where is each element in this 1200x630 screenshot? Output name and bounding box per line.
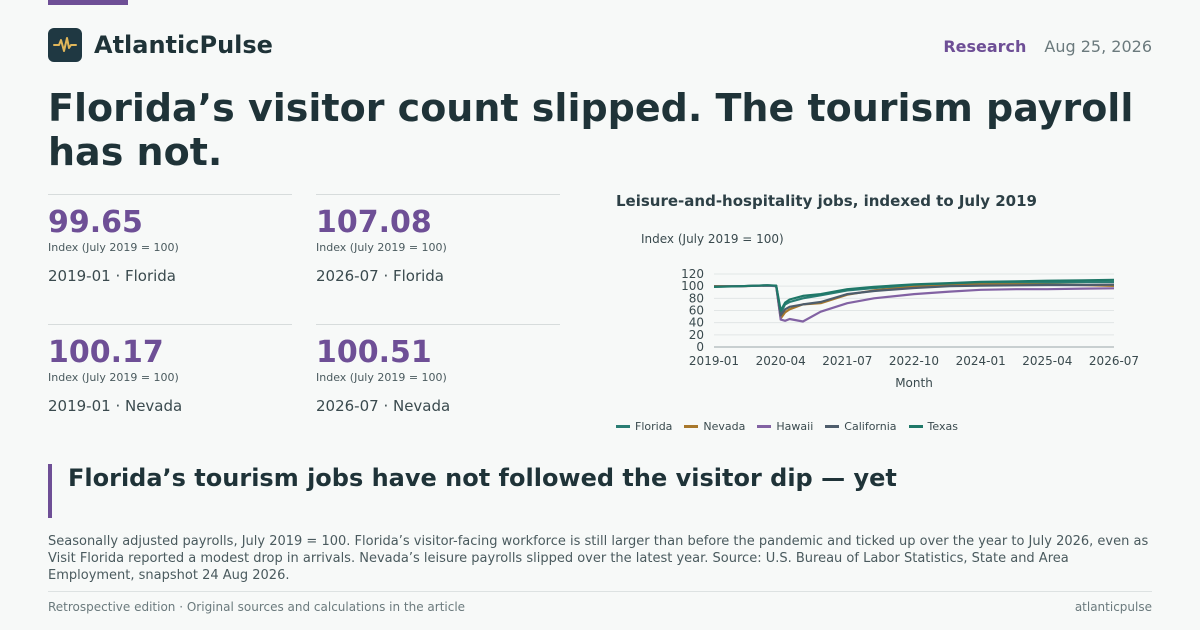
section-link[interactable]: Research bbox=[943, 37, 1027, 56]
stat-unit: Index (July 2019 = 100) bbox=[316, 241, 447, 254]
y-tick-label: 0 bbox=[696, 340, 704, 354]
y-tick-label: 60 bbox=[689, 304, 704, 318]
brand[interactable]: AtlanticPulse bbox=[48, 28, 273, 62]
legend-swatch bbox=[616, 425, 630, 428]
y-tick-label: 80 bbox=[689, 291, 704, 305]
footer-note: Retrospective edition · Original sources… bbox=[48, 600, 466, 614]
top-accent-bar bbox=[48, 0, 128, 5]
y-tick-label: 40 bbox=[689, 316, 704, 330]
callout: Florida’s tourism jobs have not followed… bbox=[48, 464, 897, 518]
stat-label: 2026-07 · Florida bbox=[316, 267, 444, 285]
legend-swatch bbox=[757, 425, 772, 428]
stat-label: 2019-01 · Florida bbox=[48, 267, 176, 285]
legend-swatch bbox=[908, 425, 923, 428]
header-meta: Research Aug 25, 2026 bbox=[943, 37, 1152, 56]
legend-label: Texas bbox=[927, 420, 958, 433]
stat-value: 100.51 bbox=[316, 335, 432, 370]
chart-title: Leisure-and-hospitality jobs, indexed to… bbox=[616, 192, 1037, 210]
publish-date: Aug 25, 2026 bbox=[1044, 37, 1152, 56]
body-paragraph: Seasonally adjusted payrolls, July 2019 … bbox=[48, 534, 1149, 583]
legend-item-nevada: Nevada bbox=[684, 420, 745, 433]
x-tick-label: 2022-10 bbox=[889, 354, 939, 368]
x-tick-label: 2021-07 bbox=[822, 354, 872, 368]
series-line-texas bbox=[713, 278, 1115, 312]
stat-card: 100.17 Index (July 2019 = 100) 2019-01 ·… bbox=[48, 324, 292, 415]
legend-label: Florida bbox=[635, 420, 673, 433]
line-chart: Index (July 2019 = 100) 020406080100120 … bbox=[641, 232, 1139, 390]
y-tick-label: 100 bbox=[681, 279, 704, 293]
stat-value: 99.65 bbox=[48, 205, 143, 240]
stat-value: 107.08 bbox=[316, 205, 432, 240]
legend-label: Hawaii bbox=[776, 420, 814, 433]
stat-unit: Index (July 2019 = 100) bbox=[48, 371, 179, 384]
legend-label: Nevada bbox=[703, 420, 746, 433]
pulse-icon bbox=[48, 28, 82, 62]
x-tick-label: 2024-01 bbox=[956, 354, 1006, 368]
stat-card: 99.65 Index (July 2019 = 100) 2019-01 · … bbox=[48, 194, 292, 285]
x-tick-label: 2025-04 bbox=[1022, 354, 1072, 368]
chart-legend: Florida Nevada Hawaii California Texas bbox=[616, 420, 958, 433]
x-axis-label: Month bbox=[895, 376, 933, 390]
stat-label: 2026-07 · Nevada bbox=[316, 397, 451, 415]
legend-item-california: California bbox=[825, 420, 897, 433]
stat-label: 2019-01 · Nevada bbox=[48, 397, 183, 415]
stat-card: 100.51 Index (July 2019 = 100) 2026-07 ·… bbox=[316, 324, 560, 415]
stat-value: 100.17 bbox=[48, 335, 164, 370]
stat-unit: Index (July 2019 = 100) bbox=[316, 371, 447, 384]
series-line-hawaii bbox=[713, 284, 1115, 323]
callout-heading: Florida’s tourism jobs have not followed… bbox=[68, 464, 897, 492]
legend-item-hawaii: Hawaii bbox=[757, 420, 813, 433]
y-tick-label: 20 bbox=[689, 328, 704, 342]
x-tick-label: 2026-07 bbox=[1089, 354, 1139, 368]
legend-swatch bbox=[825, 425, 840, 428]
legend-item-texas: Texas bbox=[908, 420, 958, 433]
brand-name: AtlanticPulse bbox=[94, 31, 273, 59]
y-axis-label: Index (July 2019 = 100) bbox=[641, 232, 784, 246]
stat-card: 107.08 Index (July 2019 = 100) 2026-07 ·… bbox=[316, 194, 560, 285]
footer-brand[interactable]: atlanticpulse bbox=[1074, 600, 1152, 614]
footer-divider bbox=[48, 591, 1152, 592]
legend-item-florida: Florida bbox=[616, 420, 672, 433]
legend-label: California bbox=[844, 420, 897, 433]
x-tick-label: 2020-04 bbox=[756, 354, 806, 368]
y-tick-label: 120 bbox=[681, 267, 704, 281]
legend-swatch bbox=[684, 425, 699, 428]
x-tick-label: 2019-01 bbox=[689, 354, 739, 368]
page-title: Florida’s visitor count slipped. The tou… bbox=[48, 86, 1134, 174]
stat-unit: Index (July 2019 = 100) bbox=[48, 241, 179, 254]
